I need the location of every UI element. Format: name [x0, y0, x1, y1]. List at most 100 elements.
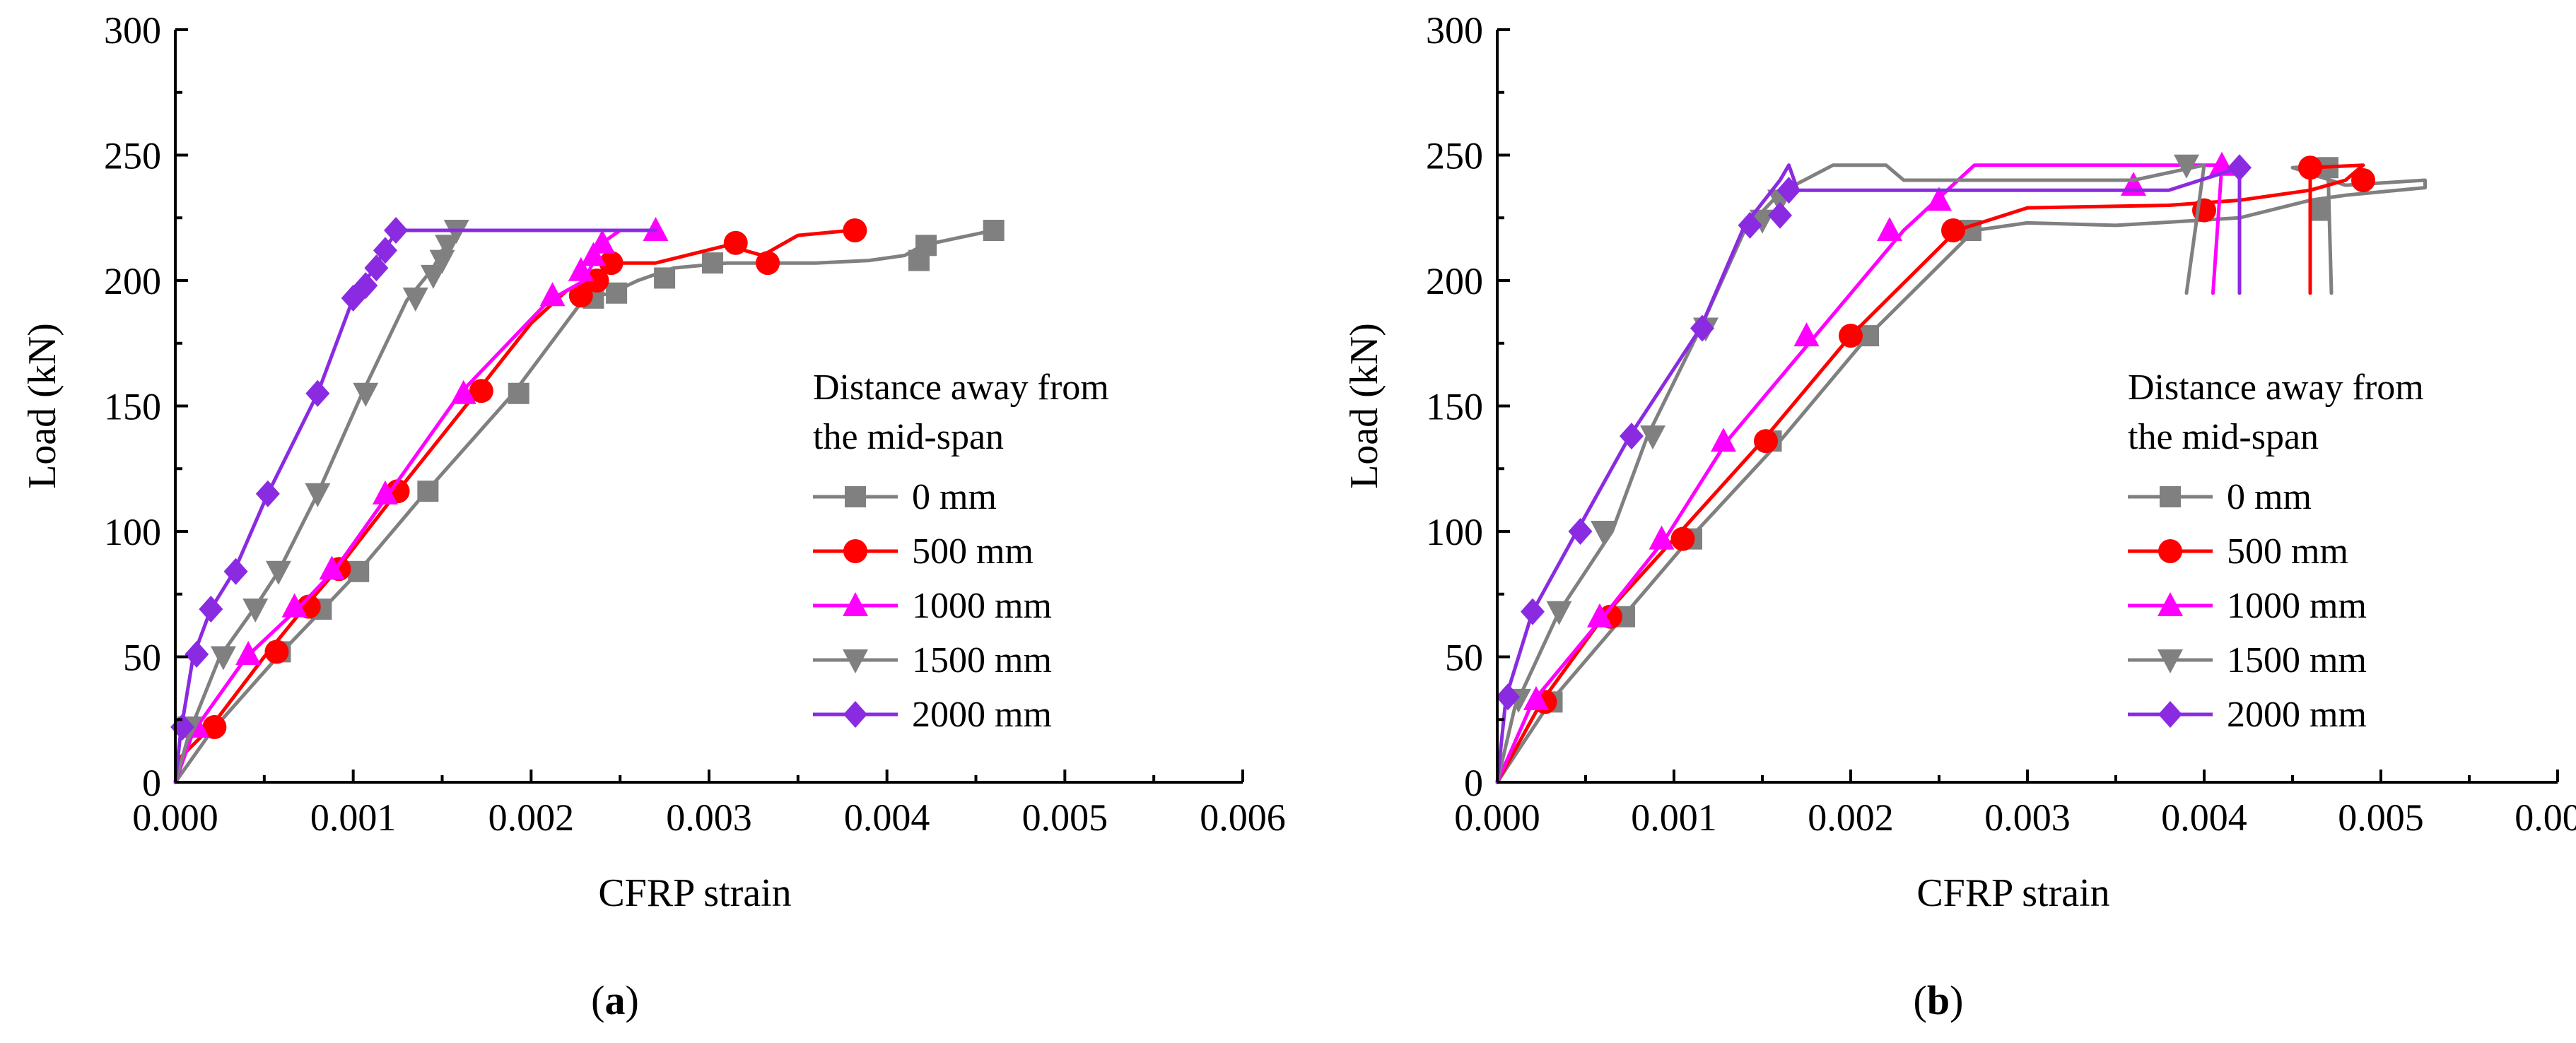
panel-a-legend-label-2: 1000 mm [912, 586, 1052, 626]
panel-a-caption-letter: a [605, 977, 626, 1023]
panel-a-y-tick-label-4: 200 [104, 260, 161, 302]
panel-a-x-axis-label: CFRP strain [598, 871, 791, 915]
panel-a-series-2-point-1 [235, 640, 262, 665]
panel-a-y-axis-label: Load (kN) [21, 323, 64, 489]
panel-a-series-0-point-4 [508, 382, 529, 404]
panel-a-series-1-point-9 [723, 230, 748, 255]
panel-b-series-line-3 [1495, 163, 2206, 784]
panel-a-series-3-point-5 [353, 382, 379, 407]
panel-a-series-0-point-3 [417, 481, 439, 502]
panel-b-y-tick-label-1: 50 [1445, 637, 1483, 679]
panel-a-series-line-1 [173, 228, 853, 784]
panel-a-legend-marker-3 [843, 649, 868, 673]
panel-b-legend-label-1: 500 mm [2227, 531, 2348, 572]
panel-a-legend-label-3: 1500 mm [912, 640, 1052, 680]
panel-a-series-line-4 [173, 228, 657, 784]
panel-b-x-tick-label-2: 0.002 [1808, 796, 1894, 839]
panel-a-series-2-point-7 [568, 257, 594, 281]
panel-b-series-line-2 [1495, 163, 2224, 784]
panel-a-series-4-point-1 [185, 640, 209, 668]
panel-b-series-2-point-5 [1877, 217, 1902, 241]
panel-b-series-2-point-1 [1587, 603, 1612, 627]
panel-a-series-1-point-8 [599, 251, 623, 276]
panel-b-series-2-point-0 [1523, 685, 1549, 710]
panel-a-legend-marker-0 [845, 486, 866, 507]
panel-b-series-4-point-7 [1776, 177, 1801, 204]
panel-b-x-tick-label-1: 0.001 [1631, 796, 1717, 839]
panel-b-y-axis-label: Load (kN) [1342, 323, 1386, 489]
panel-a-series-2-point-9 [590, 229, 615, 254]
panel-a-series-3-point-2 [242, 599, 269, 623]
panel-b-y-tick-label-0: 0 [1464, 762, 1483, 804]
panel-a-series-1-point-0 [202, 714, 227, 739]
panel-a-series-4-point-2 [199, 596, 223, 623]
panel-a-series-0-point-8 [702, 252, 724, 274]
panel-b-legend-marker-0 [2160, 486, 2181, 507]
panel-a-series-3-point-6 [402, 287, 428, 312]
panel-b-series-1-point-5 [1941, 218, 1965, 242]
panel-b-series-line-1 [1495, 163, 2365, 784]
panel-b-x-tick-label-4: 0.004 [2161, 796, 2247, 839]
panel-a-series-4-point-7 [353, 272, 378, 300]
panel-a-series-2-point-5 [450, 379, 476, 404]
panel-b-series-3-point-7 [2174, 154, 2199, 179]
panel-a-series-1 [173, 218, 867, 784]
panel-a-x-tick-label-4: 0.004 [844, 796, 930, 839]
panel-b-caption-close: ) [1950, 977, 1963, 1023]
panel-a-caption-close: ) [626, 977, 639, 1023]
panel-a-caption-open: ( [591, 977, 604, 1023]
panel-a-series-0-point-10 [915, 235, 937, 257]
panel-b-series-2-point-3 [1711, 428, 1736, 452]
panel-a-series-0 [173, 220, 1005, 784]
panel-a-x-tick-label-6: 0.006 [1200, 796, 1286, 839]
panel-a-series-4-point-8 [364, 254, 389, 282]
panel-b-series-1 [1495, 155, 2375, 784]
panel-b-series-1-point-4 [1839, 324, 1863, 348]
panel-b-legend-title-0: Distance away from [2128, 367, 2424, 408]
panel-a-series-1-point-11 [843, 218, 867, 242]
panel-a-series-4-point-10 [384, 217, 409, 244]
panel-b-legend-marker-1 [2158, 539, 2182, 563]
panel-b-series-4-point-4 [1690, 314, 1714, 342]
panel-a-x-tick-label-0: 0.000 [132, 796, 218, 839]
panel-a-series-3-point-1 [210, 646, 236, 671]
panel-b-series-1-point-2 [1670, 526, 1695, 551]
panel-a-series-2-point-8 [580, 242, 607, 266]
panel-a-series-3-point-3 [265, 560, 291, 585]
panel-b-series-4-point-3 [1620, 423, 1644, 450]
panel-a-legend-title-1: the mid-span [813, 417, 1004, 457]
panel-a-series-2-point-4 [372, 480, 398, 505]
panel-b-series-2-point-2 [1649, 525, 1675, 550]
panel-b-chart: 0.000 0.001 0.002 0.003 0.004 0.005 0.006 0 50 10… [1342, 9, 2576, 1023]
panel-a-series-2-point-3 [319, 555, 345, 580]
panel-b-series-1-point-7 [2298, 155, 2322, 180]
panel-b-series-1-point-8 [2351, 168, 2375, 192]
panel-a-series-3-point-7 [420, 264, 446, 289]
panel-b-y-tick-label-2: 100 [1426, 511, 1483, 553]
panel-b-series-2-point-6 [1926, 187, 1952, 211]
panel-a-series-line-0 [173, 228, 996, 784]
panel-a-series-4 [170, 217, 657, 784]
panel-a-chart: 0.000 0.001 0.002 0.003 0.004 0.005 0.006 0 50 10… [21, 9, 1286, 1023]
panel-b-x-axis-label: CFRP strain [1916, 871, 2109, 915]
panel-a-y-tick-label-1: 50 [123, 637, 161, 679]
panel-a-legend-label-1: 500 mm [912, 531, 1034, 572]
panel-a-y-tick-label-2: 100 [104, 511, 161, 553]
panel-b-series-3 [1495, 154, 2206, 784]
panel-b-series-3-point-1 [1546, 601, 1572, 625]
panel-b-x-tick-label-6: 0.006 [2514, 796, 2576, 839]
panel-a-y-tick-label-5: 250 [104, 135, 161, 177]
panel-b-legend-marker-2 [2158, 592, 2183, 616]
panel-b-legend-marker-3 [2158, 649, 2183, 673]
panel-a-legend-label-0: 0 mm [912, 477, 997, 517]
panel-a-y-tick-label-6: 300 [104, 9, 161, 52]
panel-b-legend-label-3: 1500 mm [2227, 640, 2367, 680]
panel-b-series-4-point-8 [2227, 154, 2252, 182]
panel-a-series-4-point-3 [223, 558, 248, 585]
panel-b-y-tick-label-6: 300 [1426, 9, 1483, 52]
panel-a-x-tick-label-1: 0.001 [310, 796, 397, 839]
panel-a-series-3-point-9 [435, 235, 461, 259]
panel-a-series-4-point-9 [373, 237, 397, 264]
panel-b-series-2-point-7 [2121, 172, 2146, 196]
panel-a-y-tick-label-0: 0 [142, 762, 161, 804]
